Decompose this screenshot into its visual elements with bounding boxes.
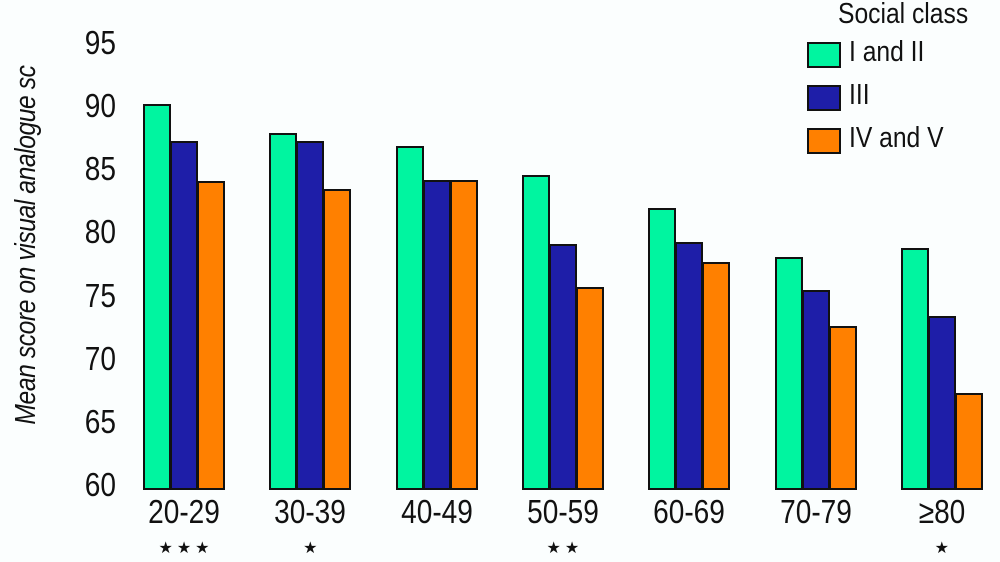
x-tick-label: 70-79 [779, 493, 852, 530]
x-tick-label: ≥80 [918, 493, 966, 530]
y-tick-label: 90 [84, 87, 116, 125]
bar [422, 179, 451, 490]
y-tick-label: 70 [84, 339, 116, 377]
bar [900, 248, 929, 490]
y-tick-label: 95 [84, 23, 116, 61]
bar [197, 181, 225, 490]
y-axis-label: Mean score on visual analogue sc [10, 65, 42, 425]
bar [954, 393, 983, 490]
y-tick-label: 85 [84, 150, 116, 188]
y-tick-label: 75 [84, 276, 116, 314]
bar [774, 256, 803, 490]
x-tick-label: 20-29 [148, 493, 220, 530]
legend-label: IV and V [849, 122, 944, 154]
bar [323, 188, 352, 490]
x-tick-label: 60-69 [653, 493, 726, 530]
bar [521, 174, 550, 490]
legend-swatch-green [807, 42, 841, 68]
bar [548, 244, 577, 490]
y-tick-label: 80 [84, 213, 116, 251]
significance-stars: ★★★ [158, 540, 214, 557]
bar [675, 241, 704, 490]
bar [296, 140, 325, 490]
significance-stars: ★★ [546, 540, 584, 557]
bar [170, 140, 198, 490]
bar [801, 289, 830, 490]
legend-swatch-orange [807, 128, 841, 154]
x-tick-label: 50-59 [527, 493, 599, 530]
bar [828, 326, 857, 490]
legend-label: I and II [849, 36, 925, 68]
bar [575, 287, 604, 490]
legend-title: Social class [838, 0, 969, 30]
bar [143, 104, 171, 490]
x-tick-label: 30-39 [274, 493, 347, 530]
significance-stars: ★ [303, 540, 322, 557]
significance-stars: ★ [934, 540, 953, 557]
legend-swatch-blue [807, 85, 841, 111]
y-tick-label: 60 [84, 466, 116, 503]
bar [449, 179, 478, 490]
x-tick-label: 40-49 [400, 493, 473, 530]
bar [269, 133, 298, 490]
bar [648, 207, 677, 490]
bar [927, 316, 956, 490]
y-tick-label: 65 [84, 402, 116, 440]
bar [702, 261, 731, 490]
legend-label: III [849, 79, 870, 111]
bar [395, 145, 424, 490]
